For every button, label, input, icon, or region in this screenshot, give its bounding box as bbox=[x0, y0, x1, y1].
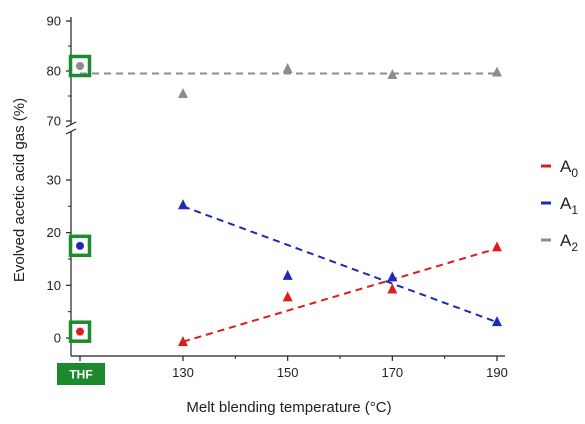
y-axis-break-mark bbox=[65, 121, 77, 128]
x-tick-label: 170 bbox=[381, 365, 403, 380]
thf-point-a0 bbox=[76, 327, 84, 336]
legend-item-a2: A2 bbox=[541, 231, 578, 254]
thf-highlight-box bbox=[68, 54, 92, 78]
point-a0 bbox=[387, 283, 398, 294]
y-axis-title: Evolved acetic acid gas (%) bbox=[11, 98, 28, 282]
point-a0 bbox=[282, 291, 293, 302]
legend-label: A2 bbox=[560, 231, 578, 254]
x-axis-title: Melt blending temperature (°C) bbox=[186, 399, 391, 416]
thf-label: THF bbox=[69, 368, 92, 382]
axes: 0 10 20 30 70 80 90 130 150 170 190 bbox=[47, 14, 508, 381]
thf-point-a2 bbox=[76, 62, 84, 70]
y-tick-label: 70 bbox=[47, 114, 61, 129]
point-a1 bbox=[178, 199, 188, 210]
point-a1 bbox=[282, 269, 293, 280]
point-a2 bbox=[492, 66, 502, 77]
point-a1 bbox=[387, 271, 398, 282]
point-a2 bbox=[387, 69, 398, 79]
x-tick-label: 150 bbox=[277, 365, 299, 380]
trend-line-a0 bbox=[182, 247, 498, 343]
legend-item-a0: A0 bbox=[541, 157, 578, 180]
y-axis-break-mark bbox=[65, 128, 77, 135]
thf-label-box bbox=[57, 363, 105, 385]
legend-label: A0 bbox=[560, 157, 578, 180]
thf-highlight-box bbox=[68, 234, 92, 258]
y-tick-label: 10 bbox=[47, 278, 61, 293]
legend-label: A1 bbox=[560, 194, 578, 217]
data-points bbox=[178, 63, 502, 347]
point-a1 bbox=[492, 316, 502, 327]
y-tick-label: 30 bbox=[47, 173, 61, 188]
y-tick-label: 0 bbox=[54, 331, 61, 346]
point-a0 bbox=[178, 336, 188, 347]
point-a2 bbox=[178, 88, 188, 98]
legend-item-a1: A1 bbox=[541, 194, 578, 217]
legend: A0 A1 A2 bbox=[541, 157, 578, 254]
y-tick-label: 80 bbox=[47, 64, 61, 79]
thf-highlight-box bbox=[68, 320, 92, 343]
y-tick-label: 20 bbox=[47, 225, 61, 240]
thf-markers: THF bbox=[57, 54, 105, 385]
x-tick-label: 190 bbox=[486, 365, 508, 380]
point-a0 bbox=[492, 241, 502, 252]
x-tick-label: 130 bbox=[172, 365, 194, 380]
trend-lines bbox=[80, 72, 498, 343]
y-tick-label: 90 bbox=[47, 14, 61, 29]
point-a2 bbox=[282, 63, 293, 73]
thf-point-a1 bbox=[76, 241, 84, 250]
trend-line-a1 bbox=[182, 205, 498, 324]
